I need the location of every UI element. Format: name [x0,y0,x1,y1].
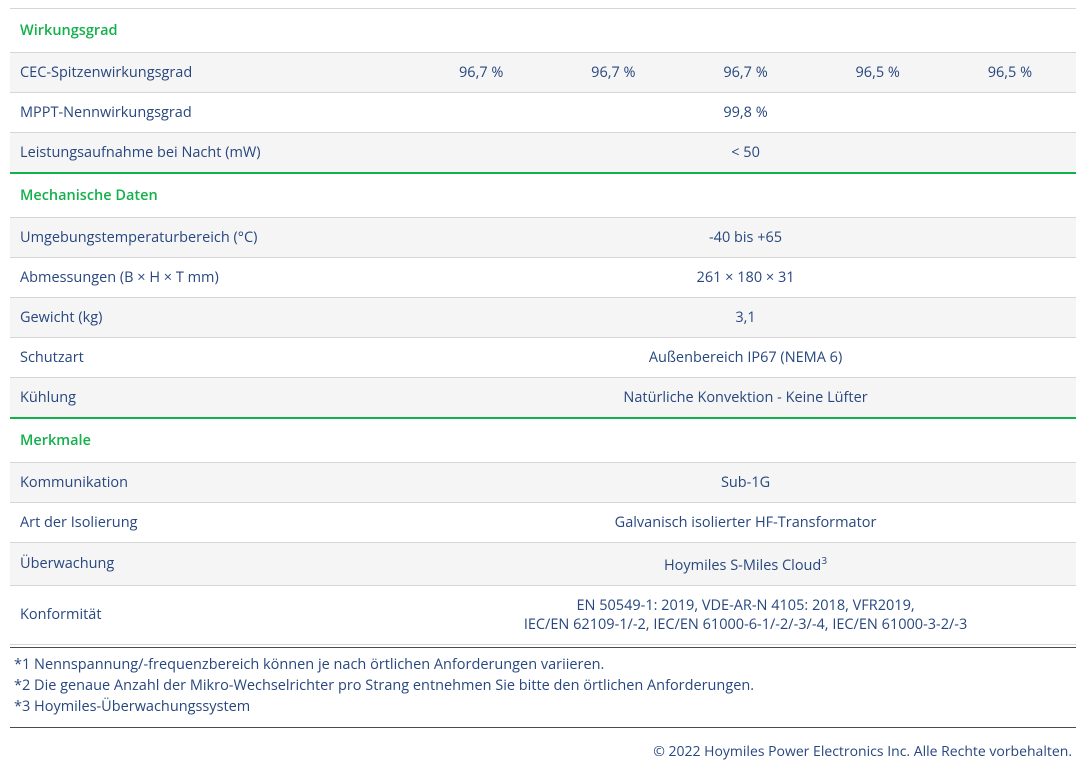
row-label: CEC-Spitzenwirkungsgrad [10,53,415,93]
copyright: © 2022 Hoymiles Power Electronics Inc. A… [10,728,1076,761]
row-value: 96,7 % [415,53,547,93]
row-value-line2: IEC/EN 62109-1/-2, IEC/EN 61000-6-1/-2/-… [425,615,1066,634]
row-value-line1: EN 50549-1: 2019, VDE-AR-N 4105: 2018, V… [425,596,1066,615]
row-label: Kommunikation [10,463,415,503]
row-label: Leistungsaufnahme bei Nacht (mW) [10,133,415,174]
row-value: 96,5 % [944,53,1076,93]
table-row: Art der Isolierung Galvanisch isolierter… [10,503,1076,543]
table-row: Kühlung Natürliche Konvektion - Keine Lü… [10,378,1076,419]
row-value: 96,7 % [547,53,679,93]
row-value: < 50 [415,133,1076,174]
footnote-2: *2 Die genaue Anzahl der Mikro-Wechselri… [14,675,1072,696]
row-value: EN 50549-1: 2019, VDE-AR-N 4105: 2018, V… [415,585,1076,644]
row-label: Überwachung [10,543,415,586]
section-header-mechanische: Mechanische Daten [10,173,1076,218]
footnote-1: *1 Nennspannung/-frequenzbereich können … [14,654,1072,675]
footnotes: *1 Nennspannung/-frequenzbereich können … [10,647,1076,728]
row-label: Schutzart [10,338,415,378]
row-value: -40 bis +65 [415,218,1076,258]
table-row: Schutzart Außenbereich IP67 (NEMA 6) [10,338,1076,378]
row-value: 261 × 180 × 31 [415,258,1076,298]
table-row: Leistungsaufnahme bei Nacht (mW) < 50 [10,133,1076,174]
section-title: Wirkungsgrad [10,9,1076,53]
row-value: Hoymiles S-Miles Cloud3 [415,543,1076,586]
spec-table: Wirkungsgrad CEC-Spitzenwirkungsgrad 96,… [10,8,1076,645]
footnote-3: *3 Hoymiles-Überwachungssystem [14,696,1072,717]
row-label: Kühlung [10,378,415,419]
table-row: Umgebungstemperaturbereich (°C) -40 bis … [10,218,1076,258]
table-row: Konformität EN 50549-1: 2019, VDE-AR-N 4… [10,585,1076,644]
table-row: Abmessungen (B × H × T mm) 261 × 180 × 3… [10,258,1076,298]
row-value: 99,8 % [415,93,1076,133]
row-label: Umgebungstemperaturbereich (°C) [10,218,415,258]
row-value: Sub-1G [415,463,1076,503]
row-value: 96,5 % [812,53,944,93]
table-row: CEC-Spitzenwirkungsgrad 96,7 % 96,7 % 96… [10,53,1076,93]
row-label: MPPT-Nennwirkungsgrad [10,93,415,133]
row-value-text: Hoymiles S-Miles Cloud [664,556,821,575]
row-value: 96,7 % [679,53,811,93]
section-title: Mechanische Daten [10,173,1076,218]
row-label: Art der Isolierung [10,503,415,543]
table-row: Überwachung Hoymiles S-Miles Cloud3 [10,543,1076,586]
section-header-merkmale: Merkmale [10,418,1076,463]
row-label: Gewicht (kg) [10,298,415,338]
row-value: Natürliche Konvektion - Keine Lüfter [415,378,1076,419]
table-row: Gewicht (kg) 3,1 [10,298,1076,338]
row-label: Konformität [10,585,415,644]
row-value: Außenbereich IP67 (NEMA 6) [415,338,1076,378]
row-value-sup: 3 [821,553,827,567]
row-value: 3,1 [415,298,1076,338]
row-value: Galvanisch isolierter HF-Transformator [415,503,1076,543]
section-header-wirkungsgrad: Wirkungsgrad [10,9,1076,53]
table-row: MPPT-Nennwirkungsgrad 99,8 % [10,93,1076,133]
row-label: Abmessungen (B × H × T mm) [10,258,415,298]
table-row: Kommunikation Sub-1G [10,463,1076,503]
section-title: Merkmale [10,418,1076,463]
